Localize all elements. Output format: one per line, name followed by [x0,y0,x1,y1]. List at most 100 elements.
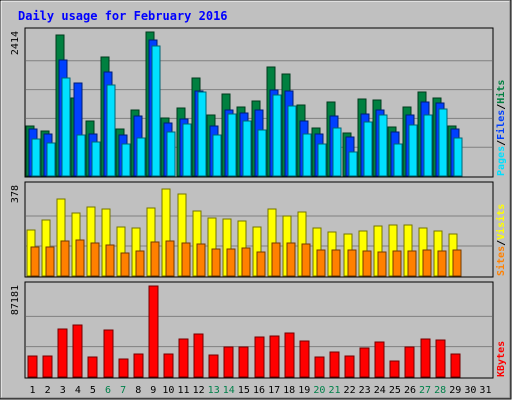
bar-sites-day-1: Sites 1: 122 [30,246,40,277]
x-tick-day-5: 5 [90,385,96,396]
bar-sites-day-26: Sites 26: 105 [407,250,417,277]
legend-visits: Visits [495,204,507,240]
x-tick-day-26: 26 [404,385,416,396]
x-tick-day-14: 14 [223,385,235,396]
x-tick-day-21: 21 [328,385,340,396]
legend-files: Files [495,110,507,140]
bar-kbytes-day-24: KBytes 24: 34000 [374,341,385,378]
bar-kbytes-day-27: KBytes 27: 36200 [420,338,431,378]
bar-pages-day-6: Pages 6: 1520 [106,84,116,177]
legend-separator: / [496,104,507,110]
bar-pages-day-22: Pages 22: 400 [348,151,358,177]
bar-sites-day-25: Sites 25: 103 [392,250,402,277]
x-tick-day-1: 1 [30,385,36,396]
bar-kbytes-day-10: KBytes 10: 22200 [163,353,174,378]
bar-kbytes-day-6: KBytes 6: 45500 [103,329,114,378]
bar-kbytes-day-23: KBytes 23: 28200 [359,347,370,378]
bar-sites-day-10: Sites 10: 145 [165,240,175,277]
bar-sites-day-3: Sites 3: 148 [60,240,70,277]
x-tick-day-31: 31 [479,385,491,396]
bar-kbytes-day-7: KBytes 7: 17700 [118,358,129,378]
bar-sites-day-9: Sites 9: 142 [150,241,160,277]
bar-kbytes-day-13: KBytes 13: 20700 [208,354,219,378]
x-tick-day-12: 12 [193,385,205,396]
bar-kbytes-day-8: KBytes 8: 22400 [133,353,144,378]
bar-kbytes-day-9: KBytes 9: 87181 [148,285,159,378]
bar-sites-day-11: Sites 11: 140 [181,242,191,277]
bar-pages-day-9: Pages 9: 2180 [151,45,161,177]
bar-kbytes-day-26: KBytes 26: 28700 [404,346,415,378]
x-tick-day-18: 18 [283,385,295,396]
x-tick-day-23: 23 [359,385,371,396]
bar-sites-day-4: Sites 4: 150 [75,239,85,277]
bar-pages-day-29: Pages 29: 630 [453,137,463,177]
series-pages: Pages 1: 620 Pages 2: 550 Pages 3: 1650 Pag… [31,45,463,177]
bar-kbytes-day-5: KBytes 5: 19200 [87,356,98,378]
bar-sites-day-12: Sites 12: 135 [196,243,206,277]
x-tick-day-29: 29 [449,385,461,396]
x-tick-day-7: 7 [120,385,126,396]
bar-pages-day-8: Pages 8: 640 [136,137,146,177]
bar-pages-day-18: Pages 18: 1170 [287,105,297,177]
bar-sites-day-7: Sites 7: 96 [120,252,130,277]
bar-pages-day-17: Pages 17: 1360 [272,94,282,177]
x-tick-day-11: 11 [177,385,189,396]
bar-sites-day-24: Sites 24: 102 [377,251,387,277]
bar-kbytes-day-20: KBytes 20: 19500 [314,356,325,378]
bar-kbytes-day-2: KBytes 2: 19800 [42,355,53,378]
bar-pages-day-19: Pages 19: 710 [302,133,312,177]
bar-sites-day-28: Sites 28: 103 [437,250,447,277]
bar-sites-day-17: Sites 17: 137 [271,242,281,277]
x-tick-day-28: 28 [434,385,446,396]
series-axis-legend: KBytes [496,341,507,377]
x-tick-day-25: 25 [389,385,401,396]
panel-kbytes: 87181 KBytes KBytes 1: 20500 KBytes 2: 1980… [10,281,507,379]
legend-kbytes: KBytes [496,341,507,377]
x-axis-labels: 1 2 3 4 5 6 7 8 9 10 11 12 13 14 15 16 17 18 19 20 21 22 23 24 2… [30,385,492,396]
bar-sites-day-22: Sites 22: 108 [347,249,357,277]
x-tick-day-17: 17 [268,385,280,396]
x-tick-day-20: 20 [313,385,325,396]
bar-sites-day-2: Sites 2: 120 [45,246,55,277]
bar-sites-day-19: Sites 19: 134 [301,243,311,277]
x-tick-day-19: 19 [298,385,310,396]
bar-kbytes-day-21: KBytes 21: 24000 [329,351,340,378]
bar-sites-day-23: Sites 23: 106 [362,250,372,277]
bar-sites-day-13: Sites 13: 115 [211,248,221,277]
bar-kbytes-day-22: KBytes 22: 19800 [344,355,355,378]
legend-pages: Pages [496,146,507,176]
bar-pages-day-20: Pages 20: 540 [317,143,327,177]
bar-pages-day-7: Pages 7: 530 [121,143,131,177]
bar-kbytes-day-25: KBytes 25: 15300 [389,360,400,378]
bar-pages-day-3: Pages 3: 1650 [61,77,71,177]
chart-title: Daily usage for February 2016 [18,9,228,23]
bar-kbytes-day-1: KBytes 1: 20500 [27,355,38,378]
y-tick-label: 2414 [10,31,21,55]
bar-sites-day-21: Sites 21: 110 [331,249,341,277]
bar-sites-day-18: Sites 18: 140 [286,242,296,277]
legend-separator: / [496,240,507,246]
series-axis-legend: Pages/Files/Hits [495,80,507,176]
bar-kbytes-day-12: KBytes 12: 40800 [193,333,204,378]
x-tick-day-13: 13 [208,385,220,396]
bar-kbytes-day-15: KBytes 15: 28300 [238,346,249,378]
x-tick-day-3: 3 [60,385,66,396]
x-tick-day-2: 2 [45,385,51,396]
bar-sites-day-14: Sites 14: 113 [226,248,236,277]
bar-sites-day-5: Sites 5: 140 [90,242,100,277]
bar-kbytes-day-17: KBytes 17: 39100 [269,335,280,378]
bar-sites-day-16: Sites 16: 100 [256,251,266,277]
bar-kbytes-day-11: KBytes 11: 36200 [178,338,189,378]
x-tick-day-16: 16 [253,385,265,396]
legend-hits: Hits [495,80,507,104]
bar-pages-day-1: Pages 1: 620 [31,138,41,177]
bar-pages-day-12: Pages 12: 1400 [197,91,207,177]
series-kbytes: KBytes 1: 20500 KBytes 2: 19800 KBytes 3: … [27,285,461,378]
x-tick-day-30: 30 [464,385,476,396]
bar-pages-day-28: Pages 28: 1130 [438,108,448,177]
bar-pages-day-23: Pages 23: 900 [363,121,373,177]
legend-separator: / [496,140,507,146]
